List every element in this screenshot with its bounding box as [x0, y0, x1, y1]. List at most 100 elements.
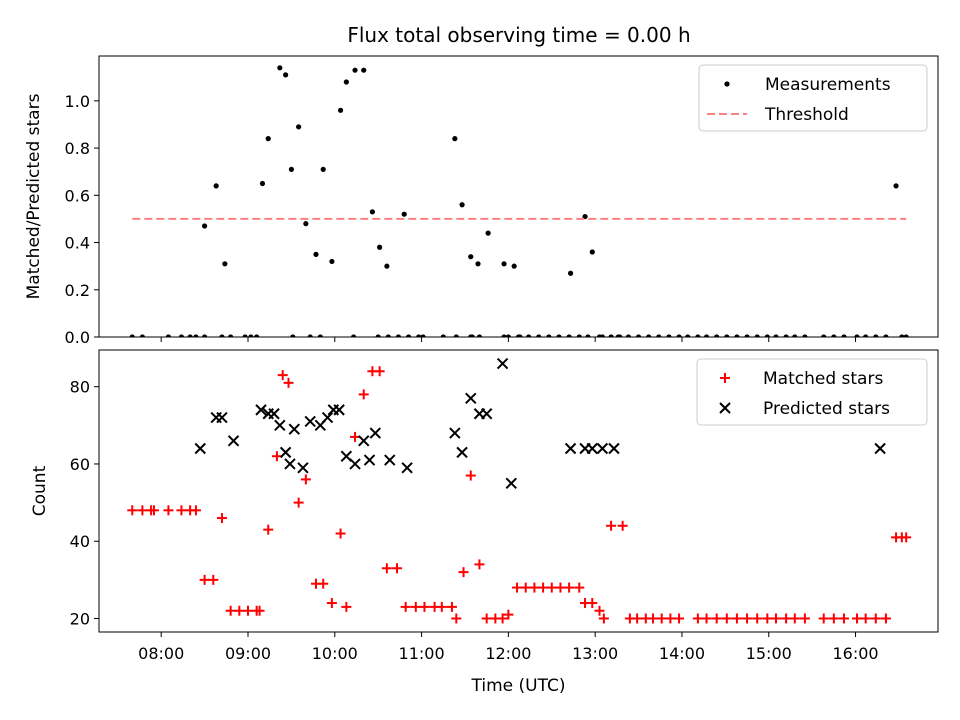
matched-point — [216, 513, 227, 524]
predicted-point — [505, 477, 517, 489]
matched-point — [546, 582, 557, 593]
measurement-point — [617, 334, 623, 337]
legend-label: Predicted stars — [763, 399, 890, 419]
measurement-point — [469, 334, 475, 337]
matched-point — [465, 470, 476, 481]
measurement-point — [703, 334, 710, 337]
matched-point — [381, 563, 392, 574]
measurement-point — [685, 334, 691, 337]
matched-point — [587, 598, 598, 609]
legend-entry: Threshold — [707, 105, 849, 125]
matched-point — [335, 528, 346, 539]
measurement-point — [792, 334, 798, 337]
measurement-point — [883, 334, 889, 337]
matched-point — [199, 574, 210, 585]
matched-point — [594, 605, 605, 616]
measurement-point — [193, 334, 199, 337]
predicted-point — [227, 435, 240, 447]
matched-point — [474, 559, 485, 570]
predicted-point — [216, 411, 228, 424]
matched-point — [701, 613, 712, 624]
predicted-point — [608, 442, 620, 455]
measurement-point — [317, 334, 323, 337]
measurement-point — [350, 334, 357, 337]
measurement-point — [854, 334, 860, 337]
measurement-point — [802, 334, 808, 337]
matched-point — [263, 524, 274, 535]
measurement-point — [254, 334, 260, 337]
measurement-point — [290, 334, 296, 337]
legend-frame — [696, 358, 928, 426]
matched-point — [326, 598, 337, 609]
legend-label: Matched stars — [763, 369, 883, 389]
matched-point — [721, 613, 732, 624]
y-axis-label: Matched/Predicted stars — [24, 93, 44, 299]
measurement-point — [695, 334, 701, 337]
legend-entry: Predicted stars — [719, 399, 890, 419]
matched-point — [742, 613, 753, 624]
y-tick-label: 0.0 — [65, 328, 90, 347]
matched-point — [870, 613, 881, 624]
matched-point — [762, 613, 773, 624]
matched-point — [665, 613, 676, 624]
matched-point — [598, 613, 609, 624]
matched-point — [318, 578, 329, 589]
matched-point — [901, 532, 912, 543]
measurement-point — [201, 223, 208, 229]
measurement-point — [536, 334, 542, 337]
measurement-point — [517, 334, 523, 337]
matched-point — [781, 613, 792, 624]
legend-marker — [719, 402, 731, 414]
matched-point — [234, 605, 245, 616]
legend-entry: Matched stars — [720, 369, 883, 389]
predicted-point — [268, 408, 280, 420]
measurement-point — [384, 263, 390, 269]
matched-point — [770, 613, 781, 624]
matched-point — [341, 601, 352, 612]
matched-point — [358, 389, 369, 400]
matched-point — [419, 601, 430, 612]
x-tick-label: 15:00 — [746, 644, 792, 663]
measurement-point — [361, 67, 367, 73]
matched-point — [458, 567, 469, 578]
matched-point — [190, 505, 201, 516]
matched-point — [564, 582, 575, 593]
measurement-point — [734, 334, 740, 337]
measurement-point — [567, 270, 574, 276]
matched-point — [851, 613, 862, 624]
matched-point — [555, 582, 566, 593]
measurement-point — [288, 166, 294, 172]
matched-point — [374, 366, 385, 377]
measurement-point — [201, 334, 208, 337]
matched-point — [692, 613, 703, 624]
matched-point — [503, 609, 514, 620]
measurement-point — [459, 202, 465, 208]
measurement-point — [165, 334, 172, 337]
measurement-point — [187, 334, 193, 337]
x-tick-label: 11:00 — [399, 644, 445, 663]
matched-point — [632, 613, 643, 624]
matched-point — [860, 613, 871, 624]
measurement-point — [343, 79, 349, 85]
matched-point — [656, 613, 667, 624]
measurement-point — [582, 213, 588, 220]
matched-point — [520, 582, 531, 593]
measurement-point — [307, 334, 313, 337]
y-tick-label: 0.2 — [65, 281, 90, 300]
matched-point — [731, 613, 742, 624]
measurement-point — [526, 334, 532, 337]
measurement-point — [764, 334, 770, 337]
predicted-point — [288, 423, 300, 435]
measurement-point — [313, 251, 319, 257]
matched-point — [176, 505, 187, 516]
measurement-point — [242, 334, 248, 337]
matched-point — [137, 505, 148, 516]
matched-point — [148, 505, 159, 516]
x-tick-label: 14:00 — [659, 644, 705, 663]
measurement-point — [178, 334, 185, 337]
measurement-point — [676, 334, 682, 337]
measurement-point — [475, 261, 481, 267]
measurement-point — [501, 261, 507, 267]
matched-point — [451, 613, 462, 624]
matched-point — [271, 451, 282, 462]
